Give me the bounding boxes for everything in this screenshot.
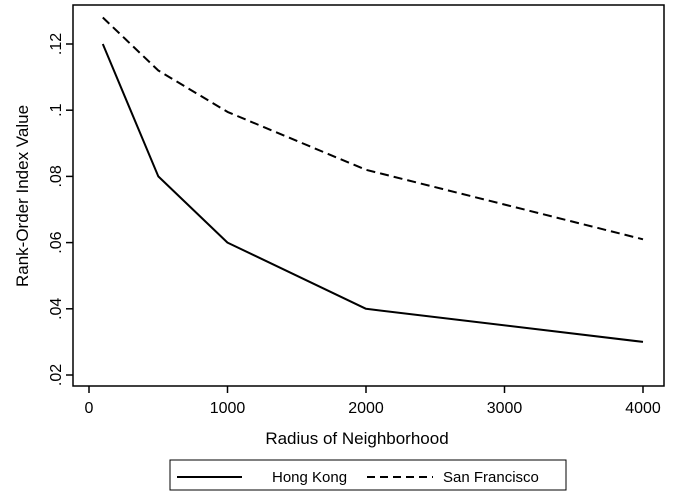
y-tick-label: .06 bbox=[48, 231, 65, 253]
series-line-hong-kong bbox=[101, 43, 644, 343]
legend: Hong Kong San Francisco bbox=[169, 459, 567, 491]
x-tick-label: 4000 bbox=[625, 400, 661, 417]
x-tick-label: 2000 bbox=[348, 400, 384, 417]
series-layer bbox=[101, 16, 644, 343]
legend-label-hong-kong: Hong Kong bbox=[272, 469, 347, 486]
legend-label-san-francisco: San Francisco bbox=[443, 469, 539, 486]
y-axis-title: Rank-Order Index Value bbox=[13, 105, 32, 287]
x-tick-label: 3000 bbox=[487, 400, 523, 417]
y-tick-label: .04 bbox=[48, 298, 65, 320]
plot-area bbox=[72, 4, 665, 387]
x-axis: 0 1000 2000 3000 4000 bbox=[85, 386, 661, 417]
x-tick-label: 0 bbox=[85, 400, 94, 417]
y-tick-label: .08 bbox=[48, 165, 65, 187]
series-line-san-francisco bbox=[102, 16, 644, 241]
y-tick-label: .02 bbox=[48, 364, 65, 386]
x-tick-label: 1000 bbox=[210, 400, 246, 417]
y-tick-label: .1 bbox=[48, 103, 65, 116]
legend-box bbox=[169, 459, 567, 491]
y-axis: .02 .04 .06 .08 .1 .12 bbox=[48, 33, 73, 386]
y-tick-label: .12 bbox=[48, 33, 65, 55]
x-axis-title: Radius of Neighborhood bbox=[265, 429, 448, 448]
plot-frame bbox=[72, 4, 665, 387]
